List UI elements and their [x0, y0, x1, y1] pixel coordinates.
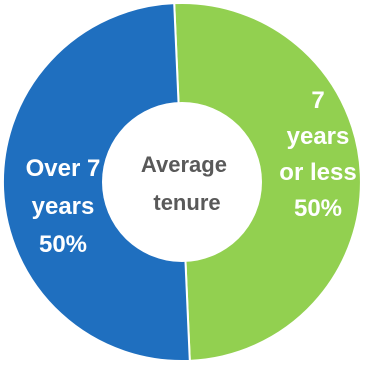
slice-1-label-line-3: or less [279, 159, 356, 186]
slice-2-label-line-3: 50% [39, 231, 87, 258]
center-label-line-2: tenure [153, 190, 220, 215]
center-label: Average tenure [141, 152, 233, 215]
slice-1-label-line-1: 7 [311, 87, 324, 114]
center-label-line-1: Average [141, 152, 227, 177]
slice-2 [2, 2, 191, 362]
slice-1-label: 7 years or less 50% [279, 87, 356, 222]
slice-1 [173, 2, 362, 362]
slice-2-label: Over 7 years 50% [26, 155, 101, 258]
slice-1-label-line-4: 50% [294, 195, 342, 222]
labels-layer: 7 years or less 50% Over 7 years 50% [26, 87, 357, 258]
center-hole [102, 102, 262, 262]
slice-2-label-line-2: years [32, 193, 95, 220]
slice-2-label-line-1: Over 7 [26, 155, 101, 182]
slice-1-label-line-2: years [287, 123, 350, 150]
slices-layer [2, 2, 362, 362]
